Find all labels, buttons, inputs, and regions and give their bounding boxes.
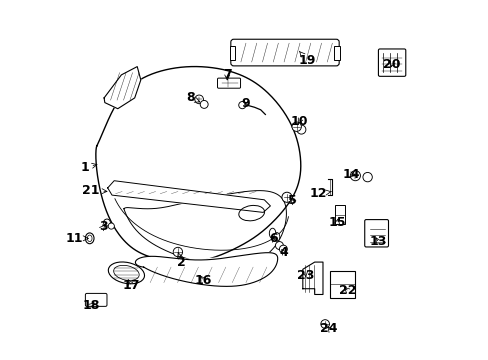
Text: 20: 20 (383, 58, 400, 71)
Ellipse shape (291, 122, 301, 131)
Text: 13: 13 (369, 235, 386, 248)
Ellipse shape (296, 125, 305, 134)
Text: 21: 21 (82, 184, 107, 197)
Ellipse shape (275, 242, 283, 249)
Text: 10: 10 (290, 115, 307, 128)
Ellipse shape (238, 102, 245, 109)
Text: 4: 4 (279, 246, 287, 258)
Ellipse shape (108, 262, 144, 284)
Ellipse shape (85, 233, 94, 244)
FancyBboxPatch shape (329, 271, 354, 298)
FancyBboxPatch shape (334, 46, 339, 60)
Text: 5: 5 (287, 194, 296, 207)
Text: 17: 17 (122, 279, 140, 292)
Text: 23: 23 (296, 269, 314, 282)
Polygon shape (302, 262, 322, 294)
Text: 12: 12 (309, 187, 331, 200)
Text: 9: 9 (241, 97, 249, 110)
Text: 2: 2 (177, 253, 185, 269)
FancyBboxPatch shape (230, 46, 235, 60)
Ellipse shape (194, 95, 203, 104)
Text: 11: 11 (65, 232, 88, 245)
Ellipse shape (362, 172, 371, 182)
Ellipse shape (273, 233, 279, 241)
Text: 14: 14 (342, 168, 360, 181)
FancyBboxPatch shape (335, 205, 344, 224)
Text: 1: 1 (80, 161, 97, 174)
Ellipse shape (282, 192, 291, 202)
Text: 15: 15 (328, 216, 346, 229)
Ellipse shape (103, 219, 110, 226)
Text: 16: 16 (194, 274, 211, 287)
Text: 7: 7 (223, 68, 231, 81)
Text: 3: 3 (99, 220, 107, 233)
Text: 22: 22 (339, 284, 356, 297)
FancyBboxPatch shape (217, 78, 240, 88)
Text: 18: 18 (82, 299, 100, 312)
Polygon shape (107, 181, 270, 212)
Text: 8: 8 (186, 91, 200, 104)
FancyBboxPatch shape (85, 293, 107, 306)
Ellipse shape (200, 100, 208, 108)
FancyBboxPatch shape (364, 220, 387, 247)
Polygon shape (136, 253, 277, 285)
Ellipse shape (269, 228, 275, 238)
Ellipse shape (349, 171, 360, 181)
Polygon shape (104, 67, 141, 109)
Ellipse shape (320, 320, 329, 328)
Text: 24: 24 (320, 322, 337, 335)
FancyBboxPatch shape (378, 49, 405, 76)
Ellipse shape (279, 245, 287, 253)
Text: 19: 19 (298, 51, 316, 67)
Ellipse shape (173, 247, 182, 257)
Text: 6: 6 (269, 232, 278, 245)
FancyBboxPatch shape (230, 39, 339, 66)
Ellipse shape (108, 223, 114, 229)
